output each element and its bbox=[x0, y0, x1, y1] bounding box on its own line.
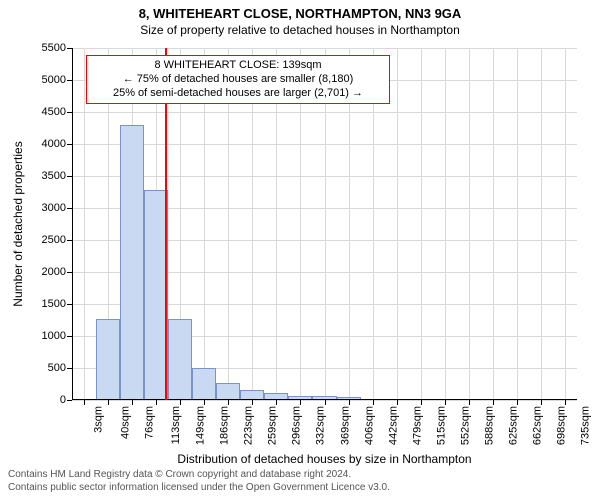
x-tick-mark bbox=[541, 400, 542, 405]
x-gridline bbox=[445, 48, 446, 400]
x-tick-mark bbox=[108, 400, 109, 405]
histogram-bar bbox=[216, 383, 240, 400]
x-tick-mark bbox=[445, 400, 446, 405]
x-gridline bbox=[421, 48, 422, 400]
y-tick-label: 3000 bbox=[42, 202, 72, 214]
footer-line: Contains public sector information licen… bbox=[8, 482, 390, 495]
x-tick-mark bbox=[565, 400, 566, 405]
x-tick-label: 332sqm bbox=[313, 406, 327, 445]
y-tick-label: 1000 bbox=[42, 330, 72, 342]
x-axis-line bbox=[72, 399, 577, 400]
x-tick-label: 149sqm bbox=[193, 406, 207, 445]
x-tick-mark bbox=[421, 400, 422, 405]
x-tick-mark bbox=[469, 400, 470, 405]
x-tick-label: 186sqm bbox=[217, 406, 231, 445]
x-axis-title: Distribution of detached houses by size … bbox=[177, 452, 471, 466]
histogram-bar bbox=[192, 368, 216, 400]
x-tick-mark bbox=[228, 400, 229, 405]
x-tick-label: 296sqm bbox=[289, 406, 303, 445]
histogram-bar bbox=[168, 319, 192, 400]
x-gridline bbox=[397, 48, 398, 400]
y-tick-label: 5500 bbox=[42, 42, 72, 54]
footer: Contains HM Land Registry data © Crown c… bbox=[8, 469, 390, 494]
x-tick-mark bbox=[84, 400, 85, 405]
chart-root: 8, WHITEHEART CLOSE, NORTHAMPTON, NN3 9G… bbox=[0, 0, 600, 500]
x-tick-label: 40sqm bbox=[118, 406, 132, 439]
x-tick-mark bbox=[349, 400, 350, 405]
x-tick-mark bbox=[276, 400, 277, 405]
x-gridline bbox=[493, 48, 494, 400]
x-tick-label: 259sqm bbox=[265, 406, 279, 445]
x-gridline bbox=[469, 48, 470, 400]
x-tick-label: 662sqm bbox=[529, 406, 543, 445]
callout-line: 8 WHITEHEART CLOSE: 139sqm bbox=[93, 59, 383, 73]
y-tick-label: 4500 bbox=[42, 106, 72, 118]
chart-title: 8, WHITEHEART CLOSE, NORTHAMPTON, NN3 9G… bbox=[0, 0, 600, 21]
x-tick-label: 625sqm bbox=[505, 406, 519, 445]
x-tick-label: 698sqm bbox=[553, 406, 567, 445]
y-tick-label: 5000 bbox=[42, 74, 72, 86]
y-tick-label: 2500 bbox=[42, 234, 72, 246]
footer-line: Contains HM Land Registry data © Crown c… bbox=[8, 469, 390, 482]
y-tick-label: 0 bbox=[60, 394, 72, 406]
callout-line: 25% of semi-detached houses are larger (… bbox=[93, 87, 383, 101]
x-tick-mark bbox=[373, 400, 374, 405]
callout-line: ← 75% of detached houses are smaller (8,… bbox=[93, 73, 383, 87]
histogram-bar bbox=[96, 319, 120, 400]
x-tick-label: 479sqm bbox=[409, 406, 423, 445]
x-gridline bbox=[84, 48, 85, 400]
x-tick-mark bbox=[325, 400, 326, 405]
histogram-bar bbox=[120, 125, 144, 400]
y-tick-label: 500 bbox=[48, 362, 72, 374]
x-tick-mark bbox=[204, 400, 205, 405]
x-tick-label: 442sqm bbox=[385, 406, 399, 445]
y-tick-label: 4000 bbox=[42, 138, 72, 150]
x-tick-mark bbox=[132, 400, 133, 405]
x-tick-label: 406sqm bbox=[361, 406, 375, 445]
y-tick-label: 1500 bbox=[42, 298, 72, 310]
y-tick-label: 3500 bbox=[42, 170, 72, 182]
x-tick-label: 552sqm bbox=[457, 406, 471, 445]
x-tick-mark bbox=[493, 400, 494, 405]
y-tick-label: 2000 bbox=[42, 266, 72, 278]
reference-callout: 8 WHITEHEART CLOSE: 139sqm ← 75% of deta… bbox=[86, 55, 390, 104]
x-tick-mark bbox=[252, 400, 253, 405]
chart-subtitle: Size of property relative to detached ho… bbox=[0, 21, 600, 37]
x-tick-label: 515sqm bbox=[433, 406, 447, 445]
x-gridline bbox=[565, 48, 566, 400]
x-tick-label: 735sqm bbox=[578, 406, 592, 445]
x-tick-label: 223sqm bbox=[241, 406, 255, 445]
x-tick-label: 3sqm bbox=[90, 406, 104, 433]
x-tick-label: 588sqm bbox=[481, 406, 495, 445]
x-tick-mark bbox=[300, 400, 301, 405]
x-tick-mark bbox=[156, 400, 157, 405]
y-axis-line bbox=[72, 48, 73, 400]
x-tick-label: 369sqm bbox=[337, 406, 351, 445]
x-tick-mark bbox=[397, 400, 398, 405]
x-tick-label: 76sqm bbox=[142, 406, 156, 439]
x-tick-mark bbox=[180, 400, 181, 405]
y-axis-title: Number of detached properties bbox=[11, 141, 25, 306]
x-tick-mark bbox=[517, 400, 518, 405]
x-tick-label: 113sqm bbox=[168, 406, 182, 444]
x-gridline bbox=[541, 48, 542, 400]
x-gridline bbox=[517, 48, 518, 400]
